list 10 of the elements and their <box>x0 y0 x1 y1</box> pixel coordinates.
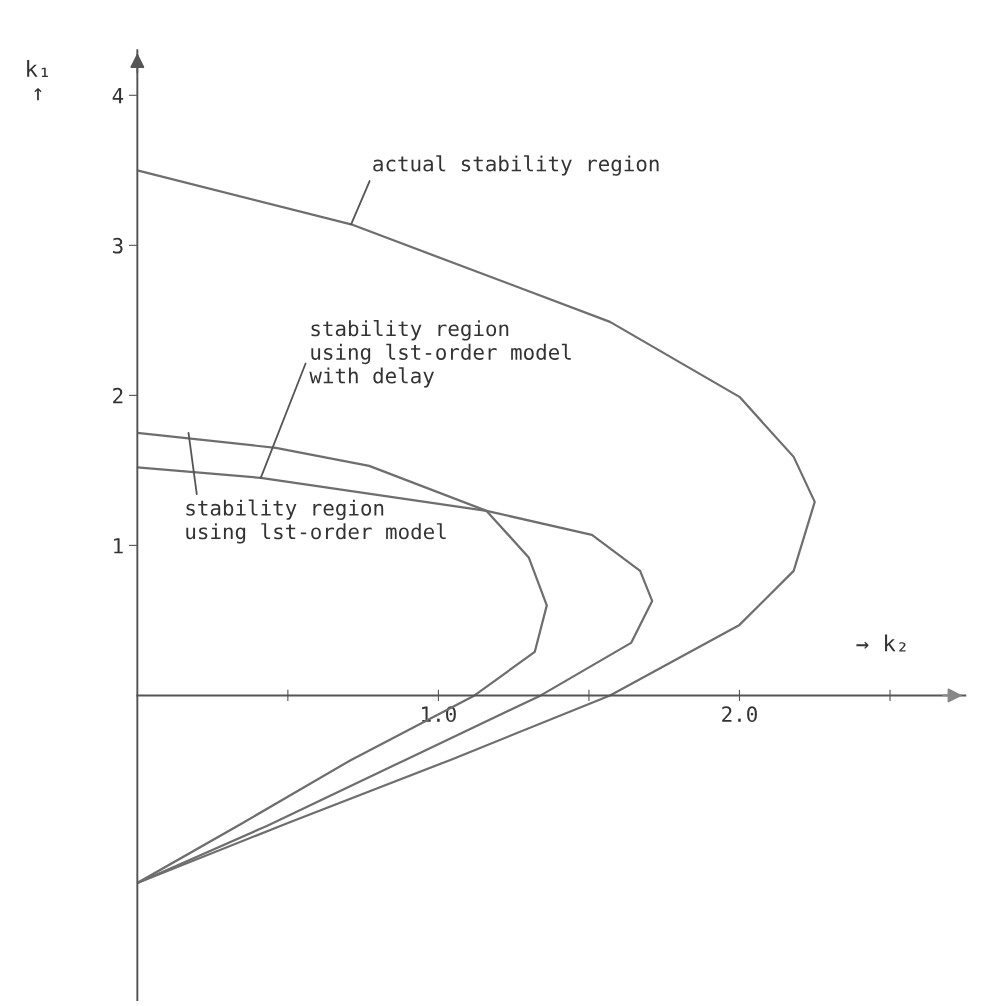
y-axis-title: k₁ ↑ <box>27 59 48 101</box>
annotation: actual stability region <box>373 155 659 176</box>
y-tick-label: 1 <box>114 538 123 554</box>
x-axis-title: → k₂ <box>856 634 906 652</box>
y-tick-label: 4 <box>112 88 124 104</box>
x-tick-label: 2.0 <box>722 706 757 723</box>
annotation: stability region using lst-order model with delay <box>309 320 571 388</box>
y-tick-label: 2 <box>113 387 123 404</box>
y-tick-label: 3 <box>112 237 123 254</box>
annotation: stability region using lst-order model <box>186 499 446 544</box>
